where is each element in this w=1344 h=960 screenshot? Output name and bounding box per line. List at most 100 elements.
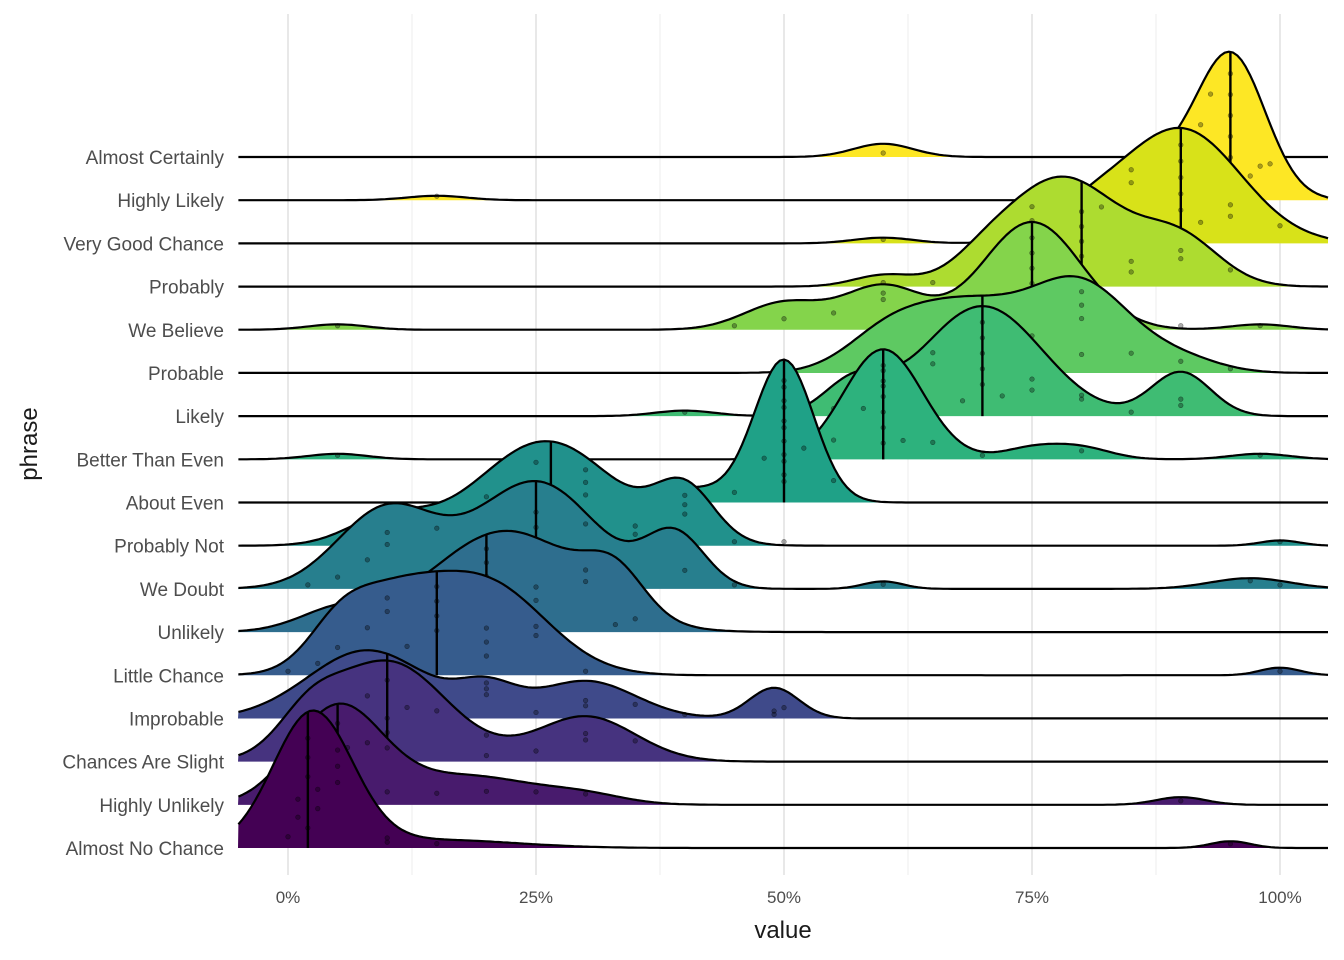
data-point (335, 763, 341, 769)
data-point (434, 613, 440, 619)
data-point (483, 653, 490, 659)
y-tick-label: We Believe (128, 321, 224, 342)
data-point (335, 779, 341, 786)
data-point (1227, 366, 1233, 372)
data-point (979, 452, 986, 458)
data-point (364, 693, 370, 699)
data-point (930, 279, 936, 286)
ridge-outline (238, 220, 1329, 331)
data-point (1227, 202, 1233, 208)
data-point (781, 472, 787, 478)
x-tick-label: 100% (1258, 888, 1301, 907)
data-point (533, 524, 539, 530)
data-point (1178, 798, 1184, 804)
data-point (533, 509, 539, 515)
data-point (305, 582, 311, 588)
data-point (880, 409, 886, 415)
data-point (781, 377, 787, 384)
data-point (731, 539, 738, 545)
data-point (483, 752, 490, 759)
data-point (384, 789, 390, 795)
y-tick-label: Better Than Even (76, 450, 224, 471)
data-point (1078, 209, 1085, 215)
data-point (781, 539, 787, 545)
data-point (1207, 91, 1214, 97)
data-point (533, 748, 539, 754)
ridge-fill (238, 710, 1328, 848)
y-tick-label: Very Good Chance (63, 234, 224, 255)
y-tick-label: Improbable (129, 709, 224, 730)
data-point (612, 621, 618, 628)
data-point (1078, 351, 1085, 358)
data-point (434, 598, 440, 604)
data-point (1257, 323, 1263, 329)
y-tick-label: Little Chance (113, 666, 224, 687)
data-point (880, 296, 886, 303)
data-point (295, 814, 301, 820)
y-tick-label: Chances Are Slight (62, 753, 224, 774)
data-point (582, 737, 589, 743)
data-point (781, 451, 787, 458)
data-point (384, 715, 390, 721)
data-point (582, 479, 589, 485)
data-point (781, 438, 787, 444)
data-point (582, 697, 589, 704)
x-tick-label: 25% (519, 888, 553, 907)
data-point (1198, 219, 1204, 225)
data-point (533, 459, 539, 465)
data-point (384, 745, 390, 751)
data-point (880, 581, 886, 587)
data-point (781, 425, 787, 431)
data-point (295, 796, 301, 802)
data-point (860, 405, 866, 412)
data-point (1128, 180, 1134, 186)
data-point (830, 437, 837, 443)
data-point (1227, 133, 1233, 140)
data-point (801, 445, 807, 451)
data-point (533, 597, 539, 603)
data-point (1029, 265, 1035, 271)
data-point (1227, 267, 1233, 273)
ridge-outline (237, 709, 1328, 850)
y-axis-title: phrase (16, 407, 43, 480)
data-point (830, 477, 837, 484)
data-point (682, 711, 688, 718)
data-point (1128, 350, 1134, 356)
ridge-outline (238, 569, 1329, 677)
data-point (364, 557, 370, 563)
data-point (1029, 387, 1035, 393)
data-point (830, 310, 837, 316)
data-point (1178, 207, 1184, 213)
y-tick-label: Probable (148, 364, 224, 385)
data-point (632, 701, 638, 707)
data-point (1227, 71, 1233, 77)
data-point (582, 703, 589, 709)
ridge-outline (238, 175, 1328, 288)
data-point (483, 732, 490, 738)
data-point (335, 747, 341, 753)
data-point (434, 525, 440, 531)
data-point (979, 350, 986, 356)
data-point (384, 541, 390, 548)
data-point (434, 708, 440, 714)
data-point (434, 841, 440, 847)
data-point (632, 738, 638, 744)
data-point (1277, 582, 1283, 588)
data-point (305, 774, 311, 780)
data-point (880, 424, 886, 431)
data-point (781, 418, 787, 424)
data-point (880, 150, 886, 156)
data-point (483, 546, 490, 552)
data-point (582, 578, 589, 585)
data-point (335, 323, 341, 329)
data-point (582, 567, 589, 573)
data-point (771, 711, 777, 718)
ridge-outline (238, 440, 1329, 547)
data-point (1178, 174, 1184, 181)
data-point (384, 729, 390, 736)
y-tick-label: About Even (126, 494, 224, 515)
data-point (1257, 452, 1263, 458)
data-point (1029, 204, 1035, 210)
y-tick-label: Probably Not (114, 537, 225, 558)
